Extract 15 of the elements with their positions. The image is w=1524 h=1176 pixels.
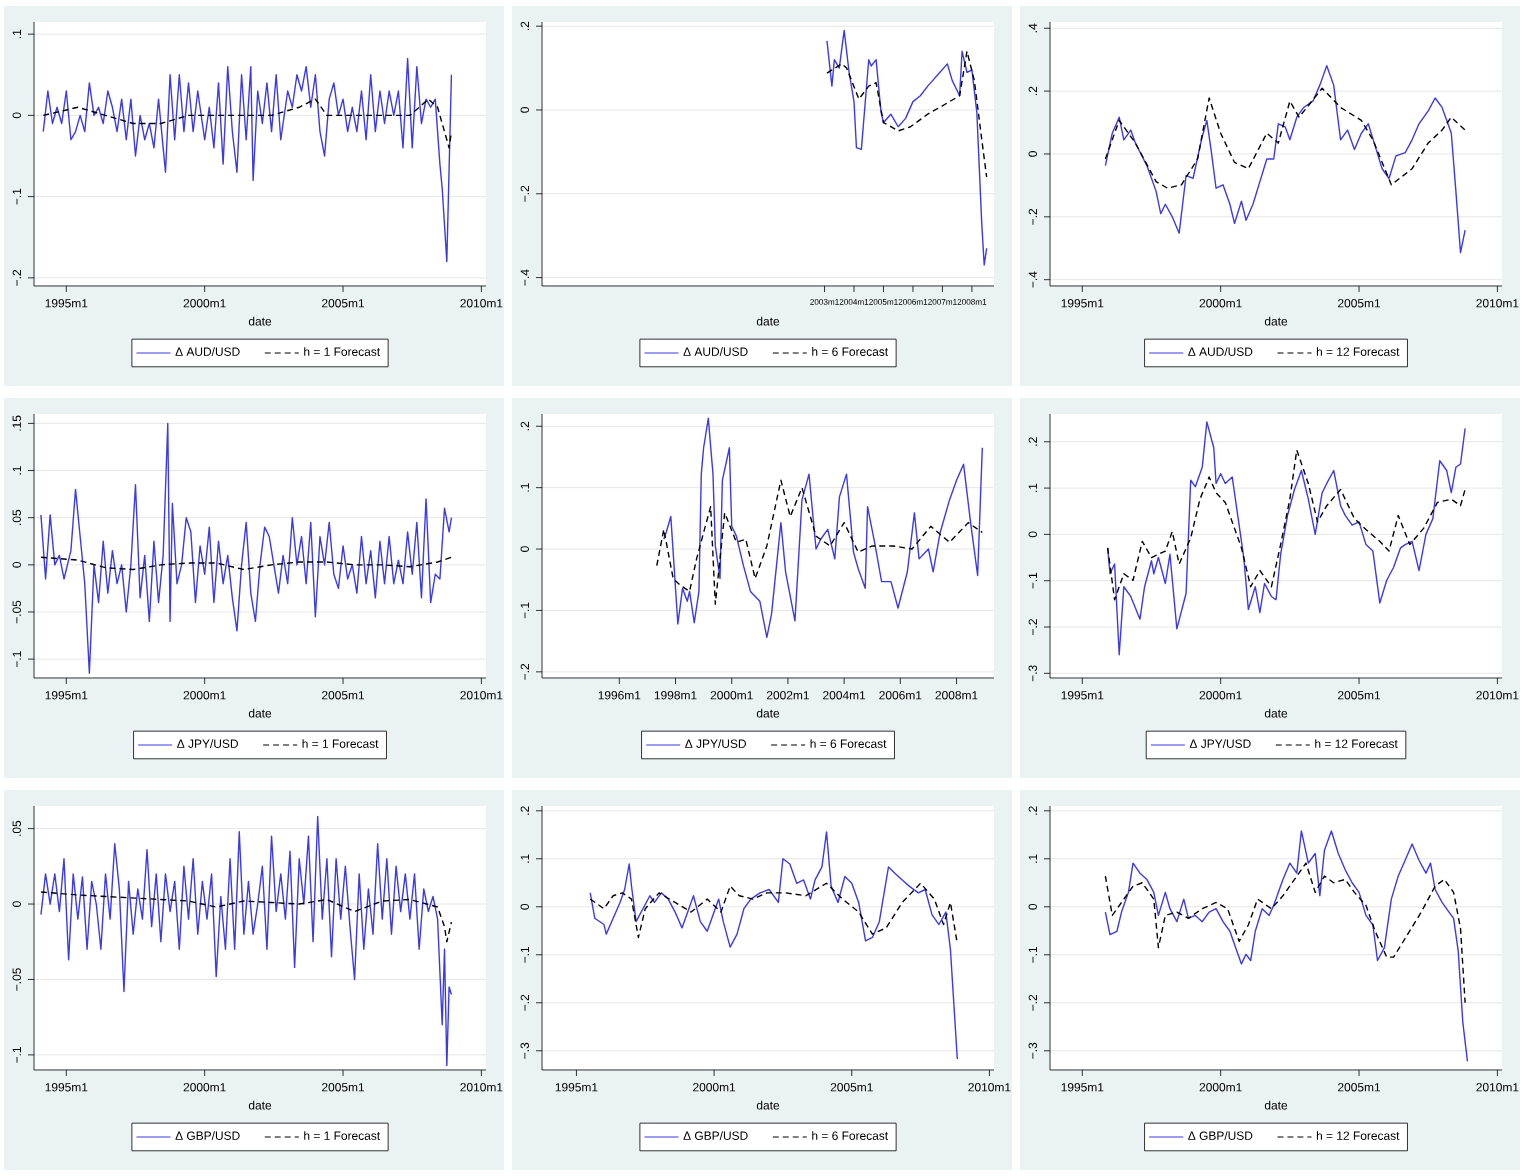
line-series <box>656 479 984 605</box>
line-series <box>1104 830 1469 1063</box>
line-series <box>1106 449 1466 601</box>
line-series <box>1104 87 1466 189</box>
line-series <box>826 29 988 266</box>
line-series <box>40 556 453 571</box>
line-series <box>589 882 959 945</box>
line-series <box>40 422 453 674</box>
line-series <box>826 50 988 178</box>
line-series <box>663 417 984 639</box>
line-series <box>1106 421 1466 656</box>
line-series <box>42 57 453 263</box>
line-series <box>1104 862 1466 1004</box>
line-series <box>40 815 453 1067</box>
line-series <box>1104 64 1466 254</box>
